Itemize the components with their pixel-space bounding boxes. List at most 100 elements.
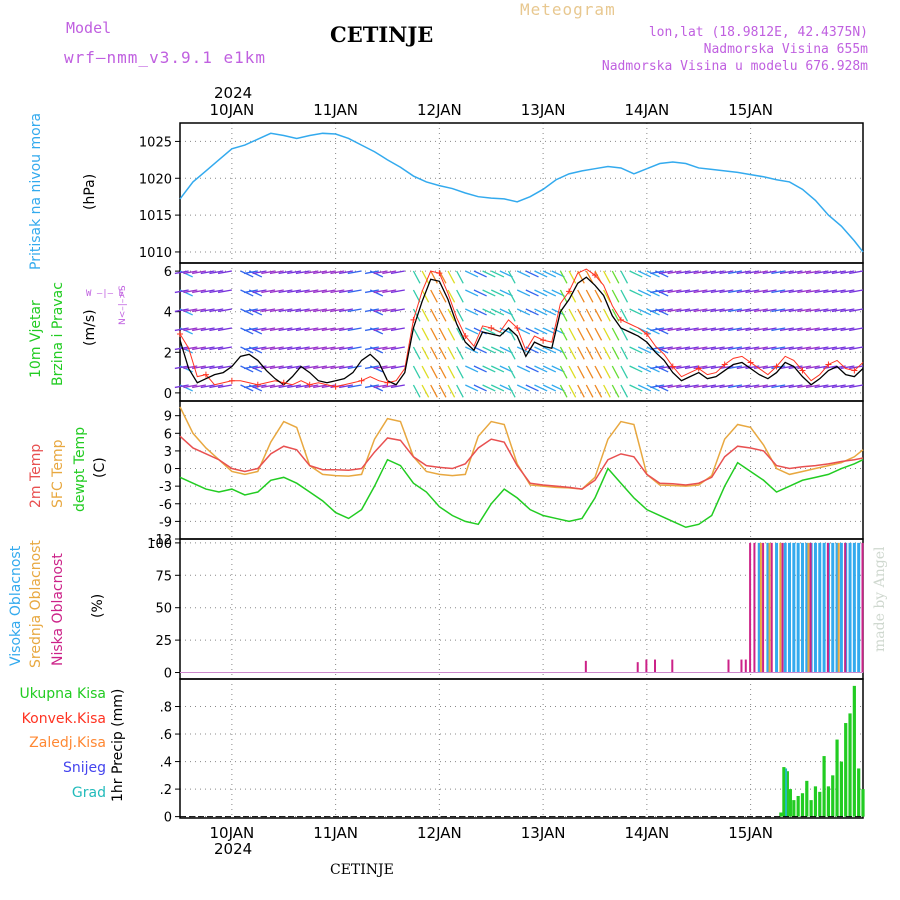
wind-barb <box>559 384 568 398</box>
wind-barb <box>482 289 496 297</box>
wind-barb <box>805 289 820 294</box>
wind-barb <box>321 289 336 294</box>
wind-barb <box>650 384 665 389</box>
wind-barb <box>304 289 319 294</box>
gust-marker <box>462 333 469 340</box>
wind-barb <box>658 365 673 370</box>
precip-bar <box>822 756 826 817</box>
wind-barb <box>658 327 673 332</box>
wind-barb <box>482 384 496 392</box>
wind-barb <box>412 327 421 341</box>
wind-barb <box>831 289 846 294</box>
wind-barb <box>243 346 258 351</box>
wind-barb <box>814 327 829 332</box>
wind-barb <box>313 365 328 370</box>
wind-barb <box>728 327 743 332</box>
wind-barb <box>710 270 725 275</box>
wind-barb <box>430 365 438 379</box>
wind-barb <box>243 327 258 332</box>
wind-barb <box>611 346 620 360</box>
wind-barb <box>637 270 652 278</box>
wind-barb <box>339 270 354 275</box>
cloud-bar <box>775 542 779 673</box>
wind-barb <box>438 384 447 398</box>
y-tick-label: -6 <box>159 498 172 513</box>
wind-barb <box>753 289 769 294</box>
wind-barb <box>278 327 293 332</box>
cloud-bar <box>796 542 800 673</box>
wind-barb <box>542 365 557 373</box>
wind-barb <box>217 365 232 370</box>
wind-barb <box>629 308 643 316</box>
cloud-bar <box>835 542 839 673</box>
gust-marker <box>306 381 313 388</box>
precip-bar <box>813 786 818 817</box>
gust-marker <box>384 379 391 386</box>
day-label-bottom: 15JAN <box>728 824 773 842</box>
wind-barb <box>797 308 812 313</box>
wind-barb <box>507 327 516 341</box>
wind-barb <box>183 270 198 275</box>
wind-barb <box>243 365 258 370</box>
wind-barb <box>499 365 513 373</box>
wind-barb <box>814 365 829 370</box>
wind-barb <box>295 384 310 389</box>
wind-barb <box>490 384 505 392</box>
wind-barb <box>313 384 328 389</box>
wind-barb <box>676 384 691 389</box>
cloud-bar <box>671 659 674 673</box>
sfc-temp-line <box>179 406 864 490</box>
wind-barb <box>525 327 539 335</box>
wind-barb <box>771 270 786 275</box>
wind-barb <box>814 346 829 351</box>
wind-barb <box>248 365 263 373</box>
wind-barb <box>313 327 328 332</box>
cloud-bar <box>852 542 856 673</box>
wind-barb <box>823 346 838 351</box>
wind-barb <box>629 384 643 392</box>
wind-barb <box>797 384 812 389</box>
wind-barb <box>603 346 611 360</box>
wind-barb <box>200 270 215 275</box>
precip-bar <box>848 713 852 817</box>
wind-barb <box>200 346 215 351</box>
wind-barb <box>629 327 643 335</box>
wind-barb <box>788 289 803 294</box>
panel-frame <box>179 538 864 680</box>
wind-barb <box>693 384 708 389</box>
wind-barb <box>637 289 652 297</box>
gust-marker <box>747 359 754 366</box>
wind-barb <box>200 384 215 389</box>
precip-bar <box>805 780 809 817</box>
wind-barb <box>823 327 838 332</box>
wind-barb <box>369 365 384 373</box>
wind-barb <box>217 270 232 275</box>
wind-barb <box>252 365 267 370</box>
wind-barb <box>551 384 565 392</box>
wind-barb <box>849 365 864 370</box>
wind-barb <box>667 346 682 351</box>
wind-barb <box>736 270 751 275</box>
wind-barb <box>278 308 293 313</box>
wind-barb <box>192 346 207 351</box>
wind-barb <box>174 346 189 351</box>
wind-barb <box>412 289 421 303</box>
wind-label-2: Brzina i Pravac <box>50 282 66 386</box>
wind-barb <box>516 327 531 335</box>
gust-marker <box>177 331 183 338</box>
wind-barb <box>240 289 254 297</box>
wind-barb <box>179 308 193 316</box>
wind-barb <box>330 327 345 332</box>
wind-barb <box>676 365 691 370</box>
wind-barb <box>788 346 803 351</box>
wind-barb <box>192 327 207 332</box>
wind-barb <box>728 289 743 294</box>
credit-watermark: made by Angel <box>872 546 888 653</box>
wind-barb <box>240 346 254 354</box>
wind-label-1: 10m Vjetar <box>28 300 44 378</box>
wind-barb <box>534 346 548 354</box>
wind-barb <box>473 327 487 335</box>
wind-barb <box>240 308 254 316</box>
wind-barb <box>252 308 267 313</box>
day-label-bottom: 12JAN <box>417 824 462 842</box>
